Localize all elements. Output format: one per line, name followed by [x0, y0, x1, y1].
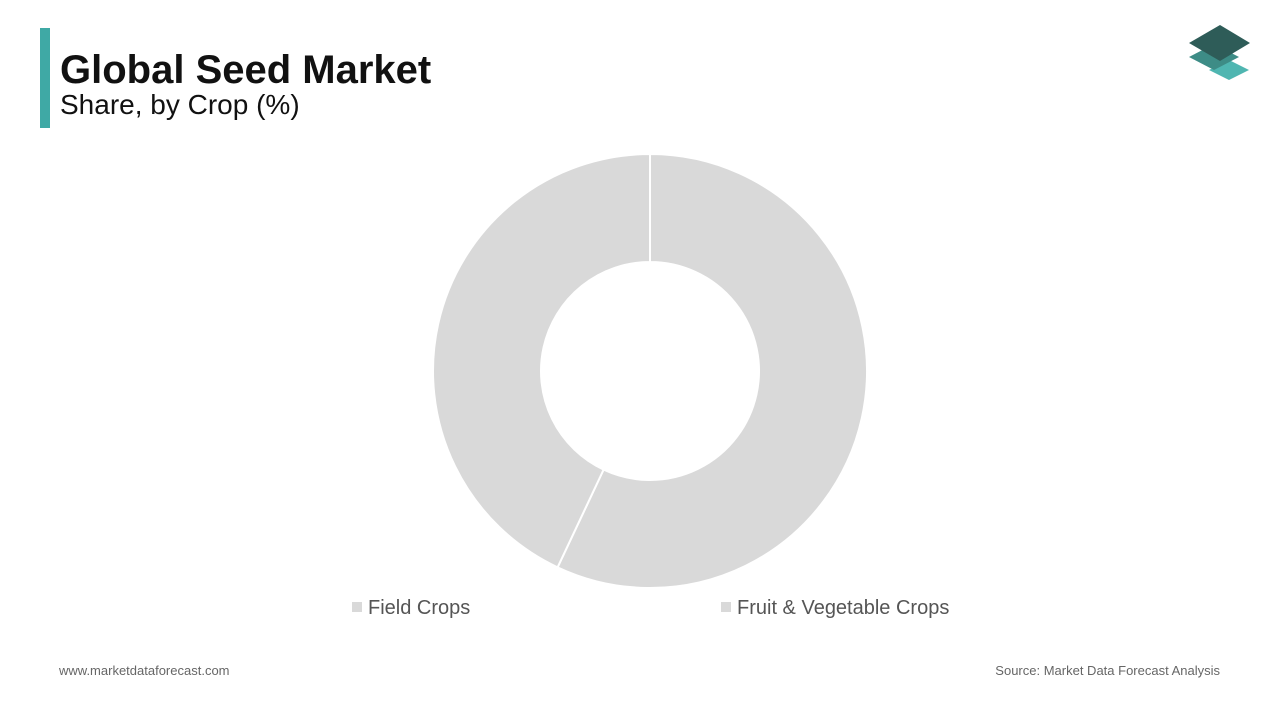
footer-source: Source: Market Data Forecast Analysis: [995, 663, 1220, 678]
title-accent: [40, 28, 50, 128]
legend-swatch: [352, 602, 362, 612]
donut-segment: [556, 152, 868, 589]
logo: [1189, 25, 1250, 80]
donut-segment: [432, 152, 651, 569]
chart-title: Global Seed Market: [60, 48, 431, 92]
footer-website: www.marketdataforecast.com: [58, 663, 230, 678]
legend-label: Field Crops: [368, 597, 470, 619]
legend-label: Fruit & Vegetable Crops: [737, 597, 949, 619]
chart-subtitle: Share, by Crop (%): [60, 89, 300, 120]
legend-swatch: [721, 602, 731, 612]
